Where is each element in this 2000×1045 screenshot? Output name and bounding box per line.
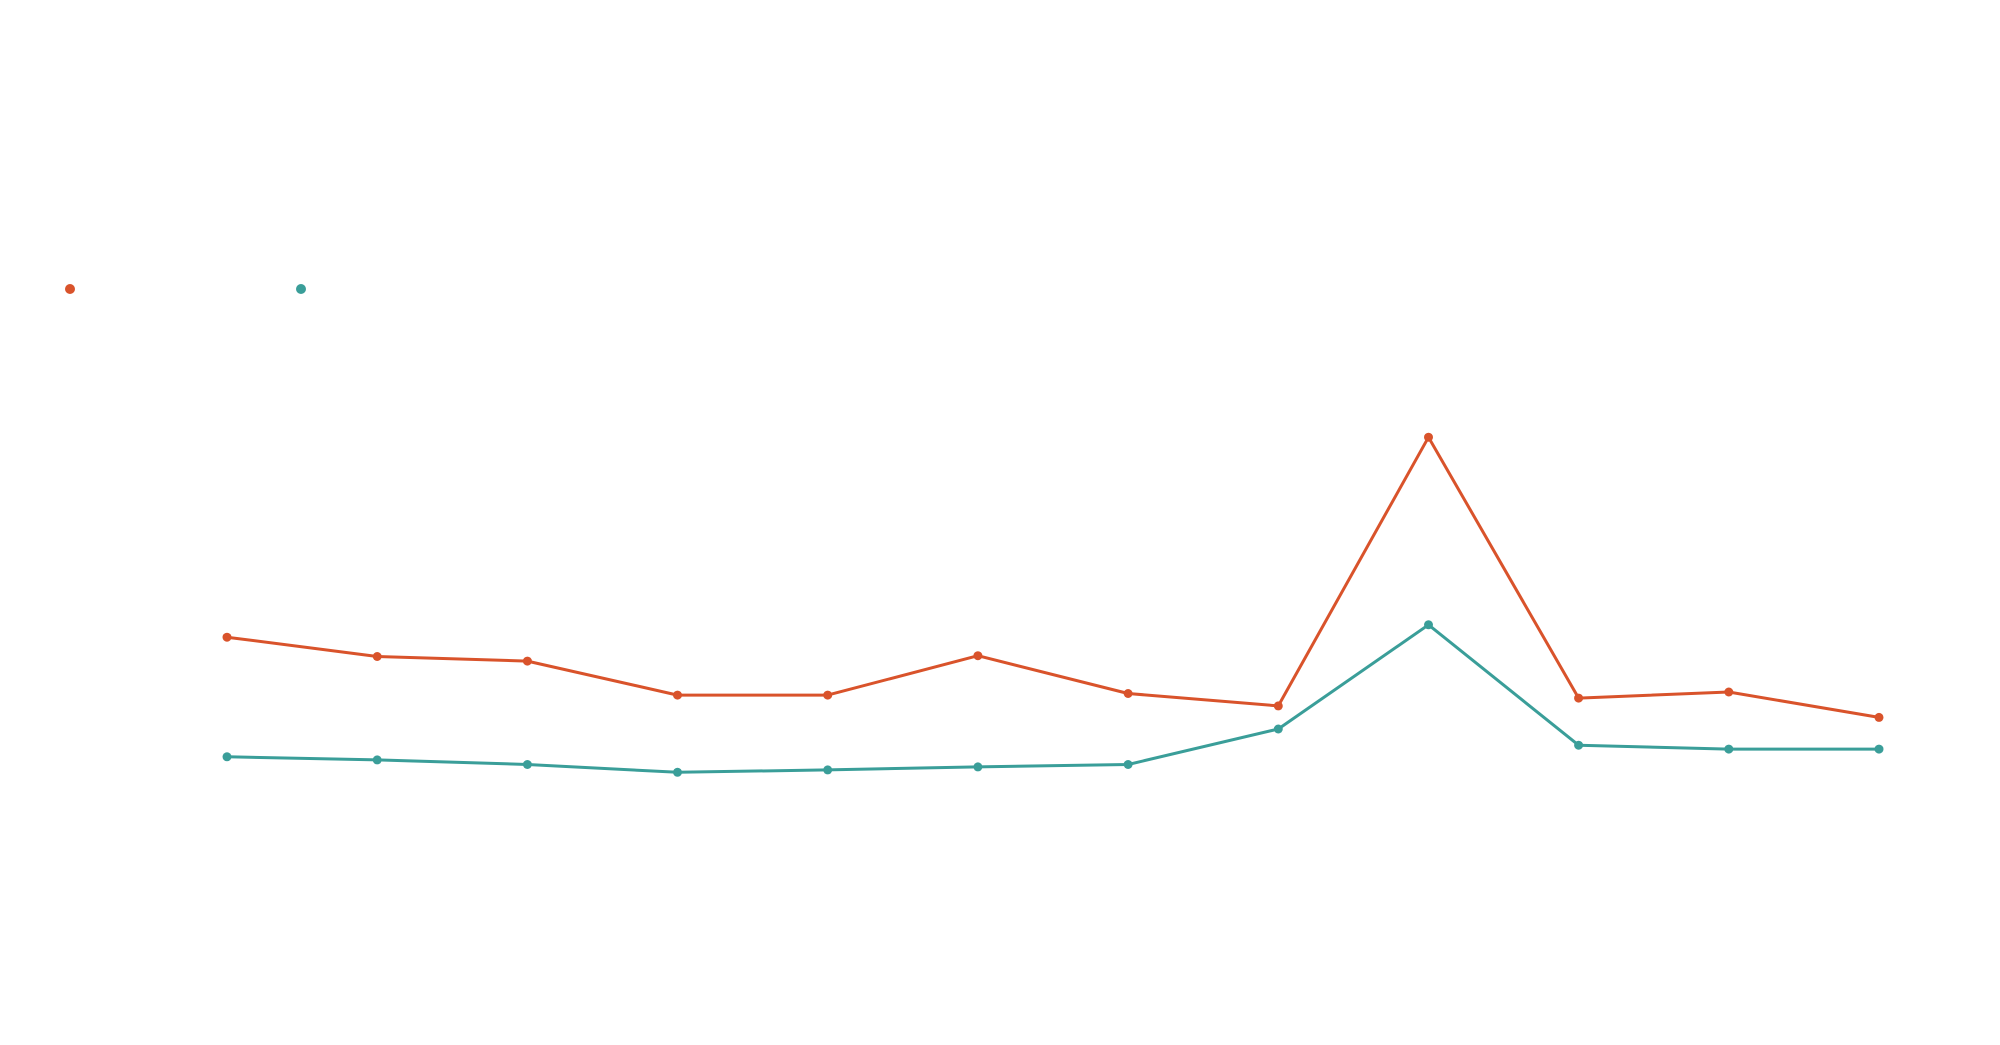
- series-2-point: [1874, 744, 1884, 754]
- series-1-point: [372, 652, 382, 661]
- series-2-point: [372, 755, 382, 765]
- series-1-point: [1874, 712, 1884, 722]
- series-2-point: [222, 752, 232, 762]
- series-2-point: [973, 762, 983, 772]
- series-1-point: [222, 632, 232, 642]
- series-2-point: [1424, 620, 1433, 630]
- legend-marker-series-1: [65, 284, 75, 294]
- series-2-point: [1123, 760, 1133, 769]
- series-1-point: [1123, 689, 1133, 698]
- series-1-point: [973, 651, 983, 661]
- series-1-line: [225, 435, 1881, 719]
- series-1-point: [1574, 693, 1584, 703]
- series-2-point: [673, 767, 682, 777]
- series-2-point: [1724, 744, 1734, 754]
- series-2-point: [1574, 740, 1584, 750]
- legend: [65, 284, 306, 294]
- series-2-point: [823, 765, 833, 775]
- series-1-point: [1424, 432, 1433, 442]
- series-2-line: [225, 623, 1881, 774]
- series-1-point: [673, 690, 682, 700]
- series-1-point: [823, 690, 833, 700]
- series-2-point: [522, 760, 532, 769]
- series-points: [222, 432, 1884, 777]
- series-1-point: [1724, 687, 1734, 697]
- series-1-point: [522, 656, 532, 666]
- legend-marker-series-2: [296, 284, 306, 294]
- series-2-point: [1273, 724, 1283, 734]
- series-lines: [225, 435, 1881, 774]
- series-1-point: [1273, 701, 1283, 711]
